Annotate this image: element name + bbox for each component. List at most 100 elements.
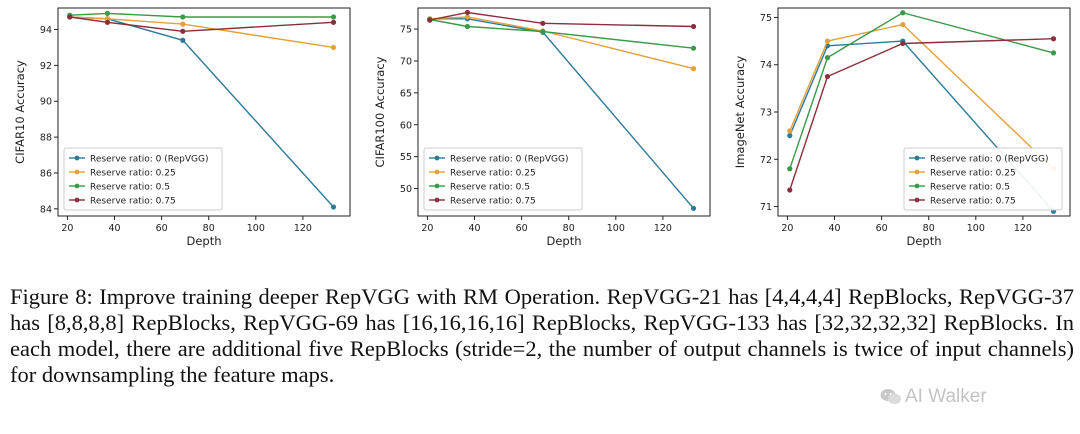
y-tick-label: 74 xyxy=(760,60,772,71)
chart-imagenet: 20 40 60 80 100 120 71 72 73 74 75 Depth ImageNet Ac… xyxy=(733,7,1071,248)
data-point-reserve-ratio-0-75 xyxy=(104,19,111,25)
data-point-reserve-ratio-0-75 xyxy=(787,187,793,193)
x-tick-label: 100 xyxy=(607,223,625,234)
series-line-reserve-ratio-0-75 xyxy=(429,11,694,28)
legend-marker xyxy=(914,155,920,161)
y-tick-label: 70 xyxy=(400,56,412,67)
legend-box xyxy=(423,147,583,211)
data-point-reserve-ratio-0-75 xyxy=(464,9,471,16)
y-tick-label: 92 xyxy=(40,61,52,72)
data-point-reserve-ratio-0-25 xyxy=(787,128,793,134)
legend-marker xyxy=(434,169,440,175)
series-line-reserve-ratio-0-5 xyxy=(429,18,694,49)
data-point-reserve-ratio-0-repvgg xyxy=(787,133,793,139)
y-tick-label: 72 xyxy=(760,155,772,166)
y-tick-label: 73 xyxy=(760,108,772,119)
x-tick-label: 100 xyxy=(247,223,265,234)
x-tick-label: 120 xyxy=(294,223,312,234)
legend-label: Reserve ratio: 0.25 xyxy=(930,168,1016,178)
legend-label: Reserve ratio: 0 (RepVGG) xyxy=(90,154,209,164)
x-axis-label: Depth xyxy=(546,234,581,248)
data-point-reserve-ratio-0-75 xyxy=(330,19,337,25)
data-point-reserve-ratio-0-5 xyxy=(464,23,471,30)
legend-label: Reserve ratio: 0.75 xyxy=(90,196,176,206)
data-point-reserve-ratio-0-75 xyxy=(427,17,433,23)
y-tick-label: 86 xyxy=(40,168,52,179)
legend-marker xyxy=(74,169,80,175)
x-tick-label: 60 xyxy=(876,223,888,234)
legend-box xyxy=(63,147,223,211)
x-tick-label: 80 xyxy=(563,223,575,234)
data-point-reserve-ratio-0-25 xyxy=(824,38,831,44)
y-tick-label: 55 xyxy=(400,152,412,163)
data-point-reserve-ratio-0-25 xyxy=(464,14,471,20)
x-tick-label: 60 xyxy=(516,223,528,234)
chart-cifar100: 20 40 60 80 100 120 50 55 60 65 70 75 Depth CIFAR100 … xyxy=(373,7,711,248)
legend-marker xyxy=(434,183,440,189)
x-tick-label: 40 xyxy=(828,223,840,234)
series-line-reserve-ratio-0-repvgg xyxy=(789,40,1055,212)
series-line-reserve-ratio-0-5 xyxy=(69,12,334,18)
data-point-reserve-ratio-0-75 xyxy=(824,73,831,80)
y-tick-label: 71 xyxy=(760,202,772,213)
x-axis-label: Depth xyxy=(906,234,941,248)
data-point-reserve-ratio-0-75 xyxy=(1050,36,1057,42)
data-point-reserve-ratio-0-repvgg xyxy=(180,37,186,43)
x-tick-label: 120 xyxy=(1014,223,1032,234)
series-line-reserve-ratio-0-75 xyxy=(789,38,1054,191)
data-point-reserve-ratio-0-repvgg xyxy=(690,205,697,211)
x-tick-label: 80 xyxy=(203,223,215,234)
series-line-reserve-ratio-0-repvgg xyxy=(429,18,695,209)
y-tick-label: 75 xyxy=(400,25,412,36)
legend-marker xyxy=(914,169,920,175)
data-point-reserve-ratio-0-repvgg xyxy=(330,204,337,210)
legend: Reserve ratio: 0 (RepVGG) Reserve ratio: … xyxy=(423,147,583,211)
data-point-reserve-ratio-0-25 xyxy=(330,44,337,51)
legend-marker xyxy=(914,183,920,189)
y-tick-label: 50 xyxy=(400,184,412,195)
legend-label: Reserve ratio: 0.5 xyxy=(450,182,530,192)
watermark: AI Walker xyxy=(905,386,987,407)
data-point-reserve-ratio-0-5 xyxy=(540,29,546,35)
y-tick-label: 75 xyxy=(760,13,772,24)
data-point-reserve-ratio-0-5 xyxy=(900,10,906,16)
legend-marker xyxy=(434,197,440,203)
series-line-reserve-ratio-0-25 xyxy=(69,16,334,49)
x-tick-label: 40 xyxy=(468,223,480,234)
x-tick-label: 20 xyxy=(61,223,73,234)
data-point-reserve-ratio-0-25 xyxy=(900,21,906,28)
figure-caption: Figure 8: Improve training deeper RepVGG… xyxy=(10,284,1074,387)
data-point-reserve-ratio-0-5 xyxy=(824,55,831,61)
legend-box xyxy=(903,147,1063,211)
y-tick-label: 60 xyxy=(400,120,412,131)
legend-label: Reserve ratio: 0.75 xyxy=(930,196,1016,206)
y-tick-label: 84 xyxy=(40,204,52,215)
series-line-reserve-ratio-0-75 xyxy=(69,16,334,33)
legend: Reserve ratio: 0 (RepVGG) Reserve ratio: … xyxy=(63,147,223,211)
data-point-reserve-ratio-0-5 xyxy=(787,166,793,172)
legend-marker xyxy=(74,183,80,189)
data-point-reserve-ratio-0-75 xyxy=(540,20,546,26)
legend-marker xyxy=(434,155,440,161)
legend-marker xyxy=(914,197,920,203)
data-point-reserve-ratio-0-5 xyxy=(690,45,697,51)
y-axis-label: ImageNet Accuracy xyxy=(733,56,747,169)
data-point-reserve-ratio-0-75 xyxy=(900,40,906,47)
y-axis-label: CIFAR100 Accuracy xyxy=(373,56,387,167)
legend-label: Reserve ratio: 0 (RepVGG) xyxy=(450,154,569,164)
chart-cifar10: 20 40 60 80 100 120 84 86 88 90 92 94 Depth CIFAR10 A… xyxy=(13,7,351,248)
data-point-reserve-ratio-0-5 xyxy=(1050,50,1057,56)
x-tick-label: 20 xyxy=(421,223,433,234)
x-tick-label: 100 xyxy=(967,223,985,234)
x-axis-label: Depth xyxy=(186,234,221,248)
y-tick-label: 94 xyxy=(40,25,52,36)
series-line-reserve-ratio-0-25 xyxy=(789,23,1054,170)
y-tick-label: 90 xyxy=(40,97,52,108)
x-tick-label: 20 xyxy=(781,223,793,234)
x-tick-label: 120 xyxy=(654,223,672,234)
legend-marker xyxy=(74,197,80,203)
legend: Reserve ratio: 0 (RepVGG) Reserve ratio: … xyxy=(903,147,1063,211)
data-point-reserve-ratio-0-25 xyxy=(104,16,111,22)
legend-label: Reserve ratio: 0.25 xyxy=(90,168,176,178)
